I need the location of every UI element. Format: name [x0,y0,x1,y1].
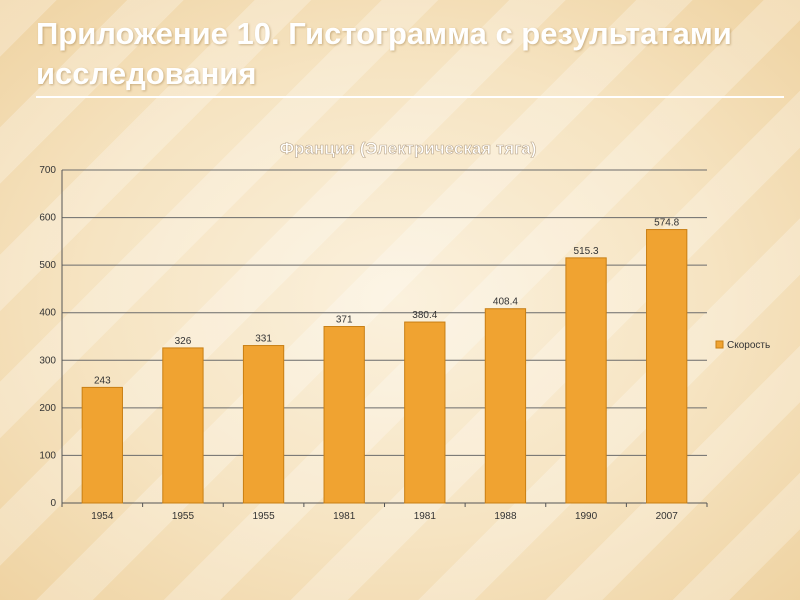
y-tick-label: 100 [39,450,56,461]
x-tick-label: 1990 [575,511,598,522]
bar [81,386,123,504]
data-label: 243 [94,375,111,386]
legend-label: Скорость [727,340,770,351]
slide-title: Приложение 10. Гистограмма с результатам… [36,16,732,91]
x-tick-label: 1981 [333,511,356,522]
data-label: 331 [255,334,272,345]
bar [323,326,365,504]
x-tick-label: 1988 [494,511,517,522]
gridlines [62,169,707,456]
chart-title: Франция (Электрическая тяга) [280,139,537,158]
bars [81,229,688,504]
data-label: 408.4 [493,297,518,308]
x-tick-label: 1955 [252,511,275,522]
bar [484,308,527,504]
y-tick-label: 200 [39,403,56,414]
data-label: 326 [175,336,192,347]
y-tick-label: 500 [39,260,56,271]
data-label: 371 [336,315,353,326]
legend: Скорость [715,340,770,351]
y-tick-label: 300 [39,355,56,366]
y-tick-label: 700 [39,165,56,176]
bar [565,257,607,504]
title-underline [36,96,784,98]
x-tick-label: 2007 [656,511,679,522]
x-tick-label: 1954 [91,511,114,522]
data-label: 515.3 [574,246,599,257]
legend-swatch [715,340,724,349]
y-tick-label: 400 [39,308,56,319]
bar [162,347,204,504]
data-label: 380.4 [412,310,437,321]
bar [404,321,446,504]
y-tick-label: 600 [39,213,56,224]
y-tick-label: 0 [50,498,56,509]
bar [646,229,688,504]
axes: 0 100 200 300 400 500 600 700 1954 1955 1955 1981 19… [39,165,708,522]
x-tick-label: 1981 [414,511,437,522]
x-tick-label: 1955 [172,511,195,522]
bar [242,345,285,504]
data-labels: 243 326 331 371 380.4 408.4 515.3 574.8 [94,218,680,387]
data-label: 574.8 [654,218,679,229]
